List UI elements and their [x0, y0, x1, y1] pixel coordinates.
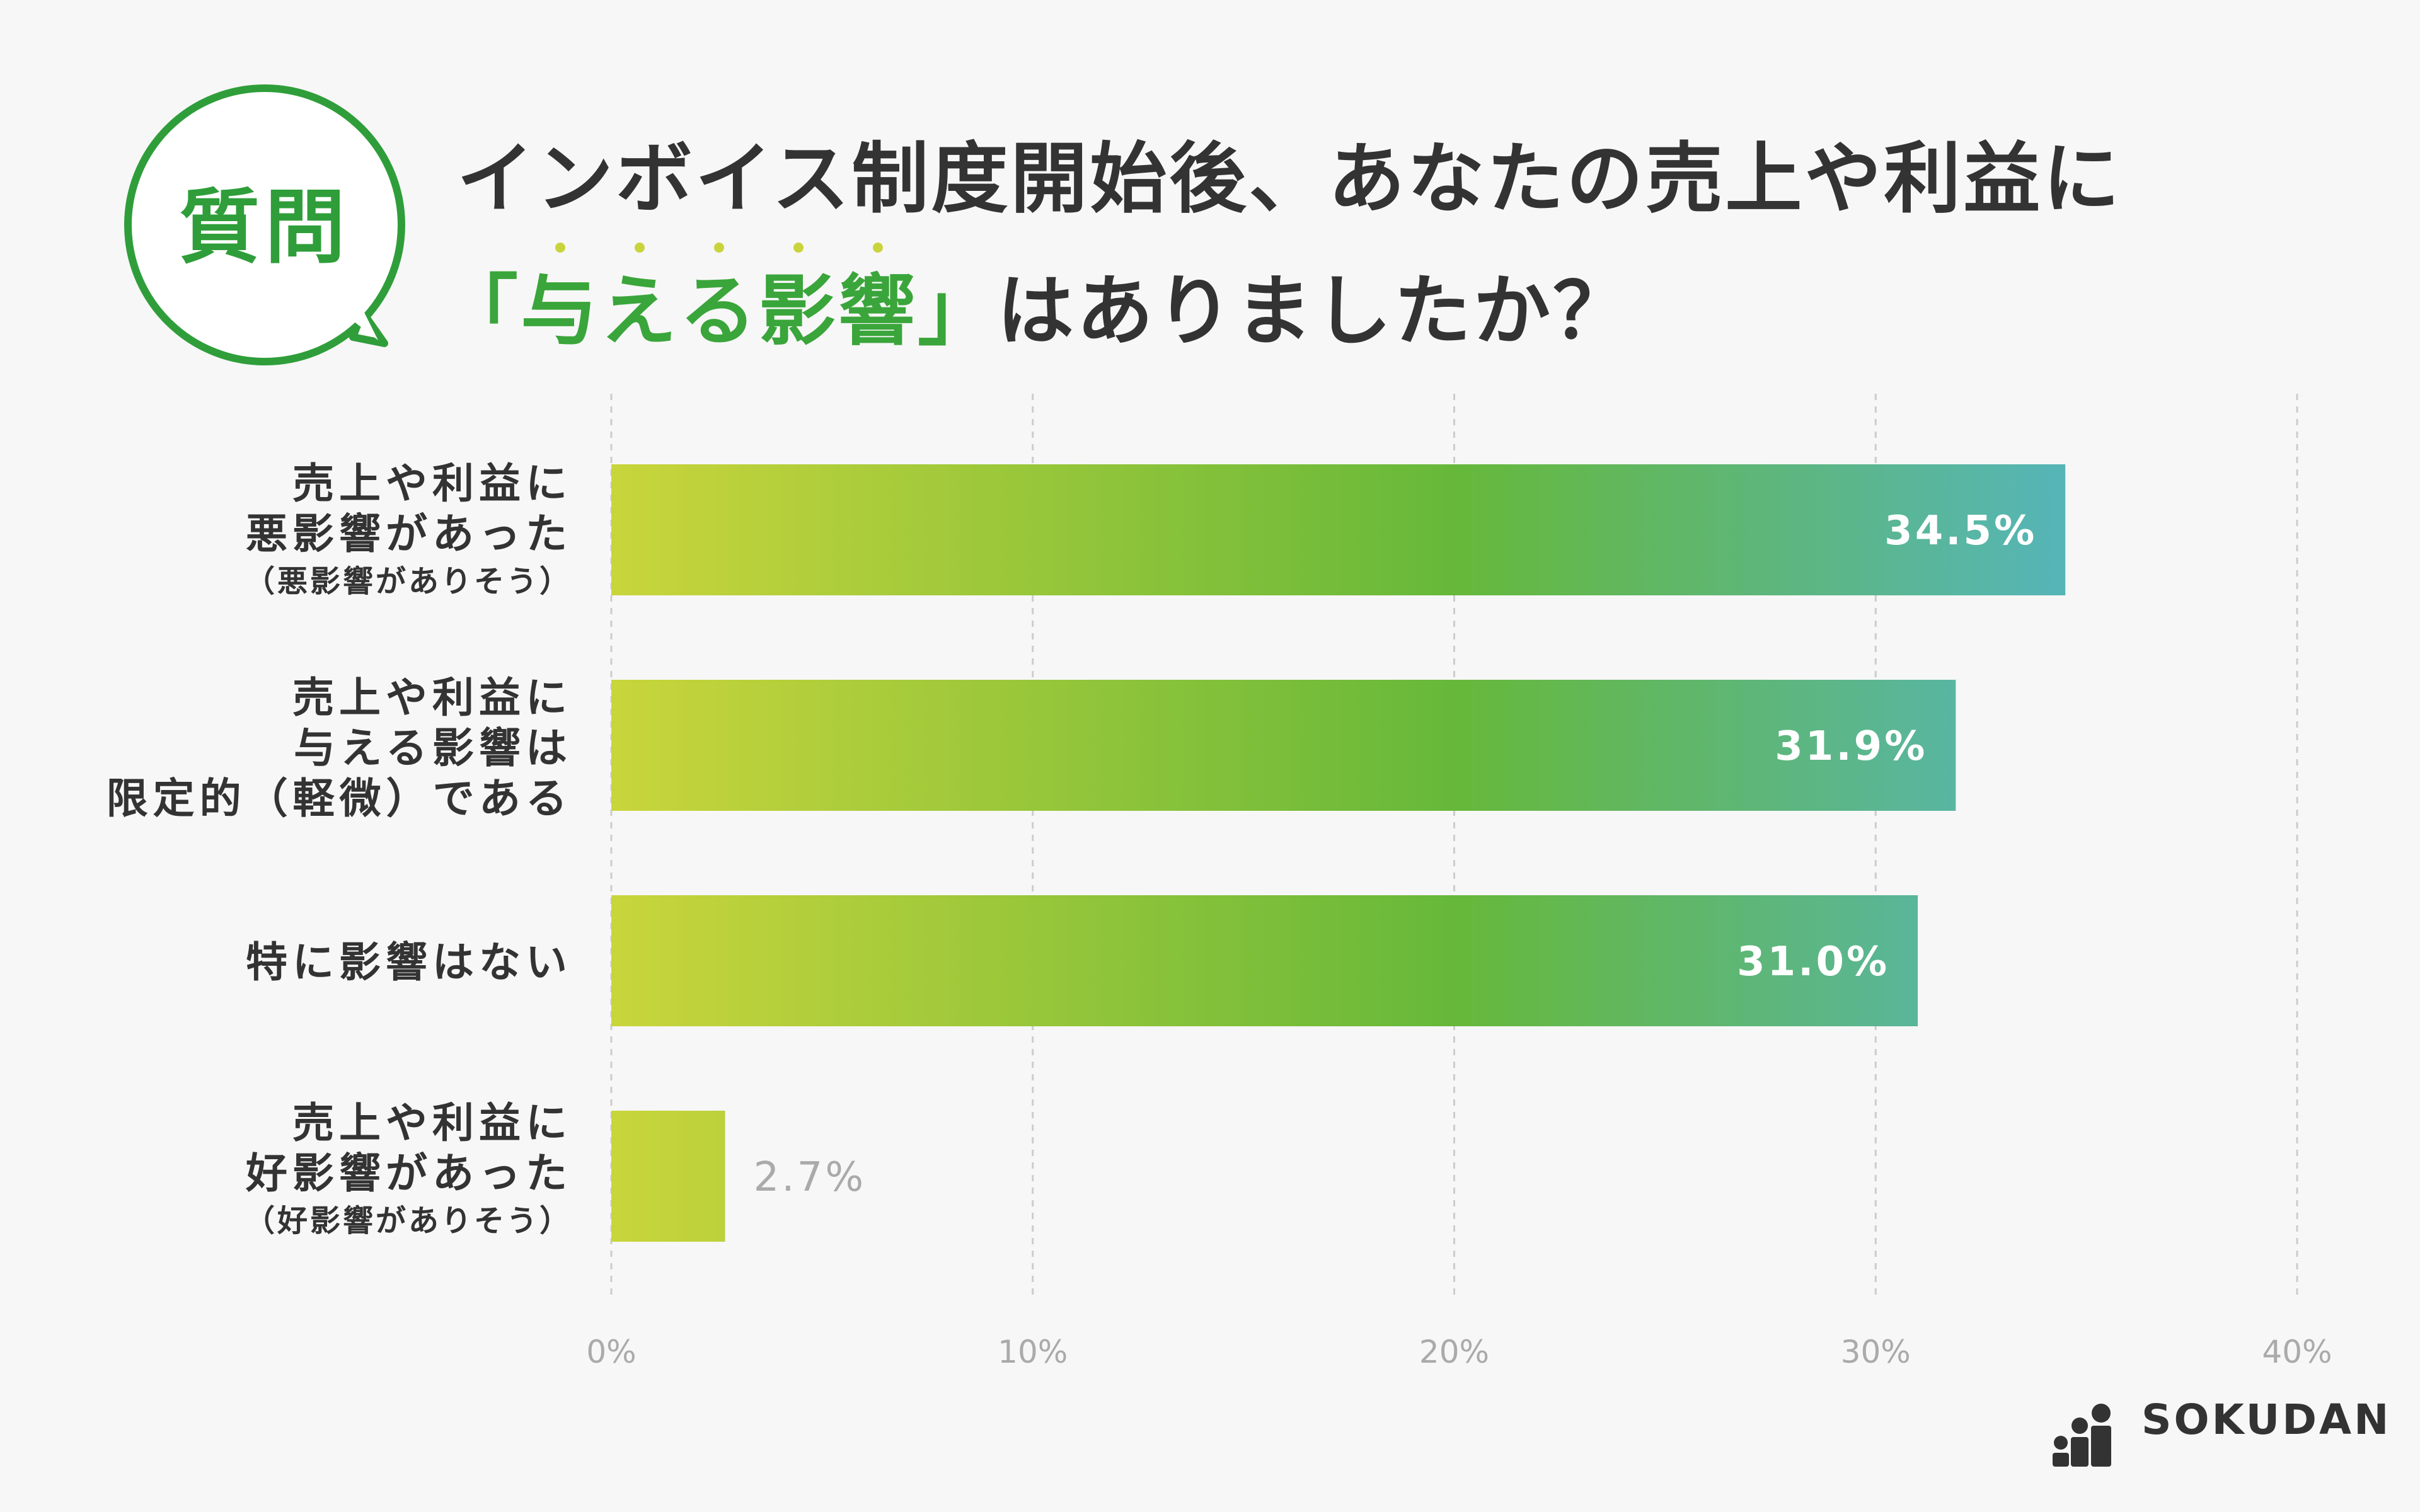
sokudan-logo: SOKUDAN — [2130, 1395, 2391, 1444]
title-highlight-close: 」 — [918, 266, 997, 356]
bar — [611, 1111, 725, 1242]
data-label: 34.5% — [1884, 508, 2037, 554]
category-label: 売上や利益に 悪影響があった （悪影響がありそう） — [244, 459, 572, 599]
title-highlight-char: 影 — [759, 243, 838, 360]
title-highlight-char: 与 — [521, 243, 600, 360]
badge-text: 質問 — [179, 181, 350, 275]
category-label: 売上や利益に 好影響があった （好影響がありそう） — [244, 1099, 572, 1239]
logo-text: SOKUDAN — [2141, 1395, 2392, 1444]
data-label: 2.7% — [754, 1154, 867, 1201]
title-highlight-open: 「 — [441, 266, 521, 356]
data-label: 31.9% — [1775, 723, 1927, 770]
x-tick-label: 0% — [586, 1334, 636, 1370]
people-bars-icon — [2053, 1404, 2111, 1467]
category-label: 特に影響はない — [246, 938, 572, 987]
bar — [611, 680, 1956, 811]
x-tick-label: 40% — [2262, 1334, 2332, 1370]
x-tick-label: 30% — [1841, 1334, 1911, 1370]
title-line-1: インボイス制度開始後、あなたの売上や利益に — [457, 134, 2123, 224]
bar — [611, 895, 1918, 1026]
question-badge: 質問 — [124, 84, 405, 365]
x-tick-label: 10% — [998, 1334, 1068, 1370]
bar — [611, 464, 2066, 595]
data-label: 31.0% — [1737, 939, 1889, 985]
title-highlight-char: る — [679, 243, 759, 360]
title-highlight-char: 響 — [838, 243, 918, 360]
title-line-2: 「与える影響」はありましたか？ — [441, 243, 1632, 360]
category-label: 売上や利益に 与える影響は 限定的（軽微）である — [106, 673, 572, 823]
x-tick-label: 20% — [1419, 1334, 1489, 1370]
title-highlight-char: え — [600, 243, 679, 360]
title-rest: はありましたか？ — [997, 266, 1632, 356]
